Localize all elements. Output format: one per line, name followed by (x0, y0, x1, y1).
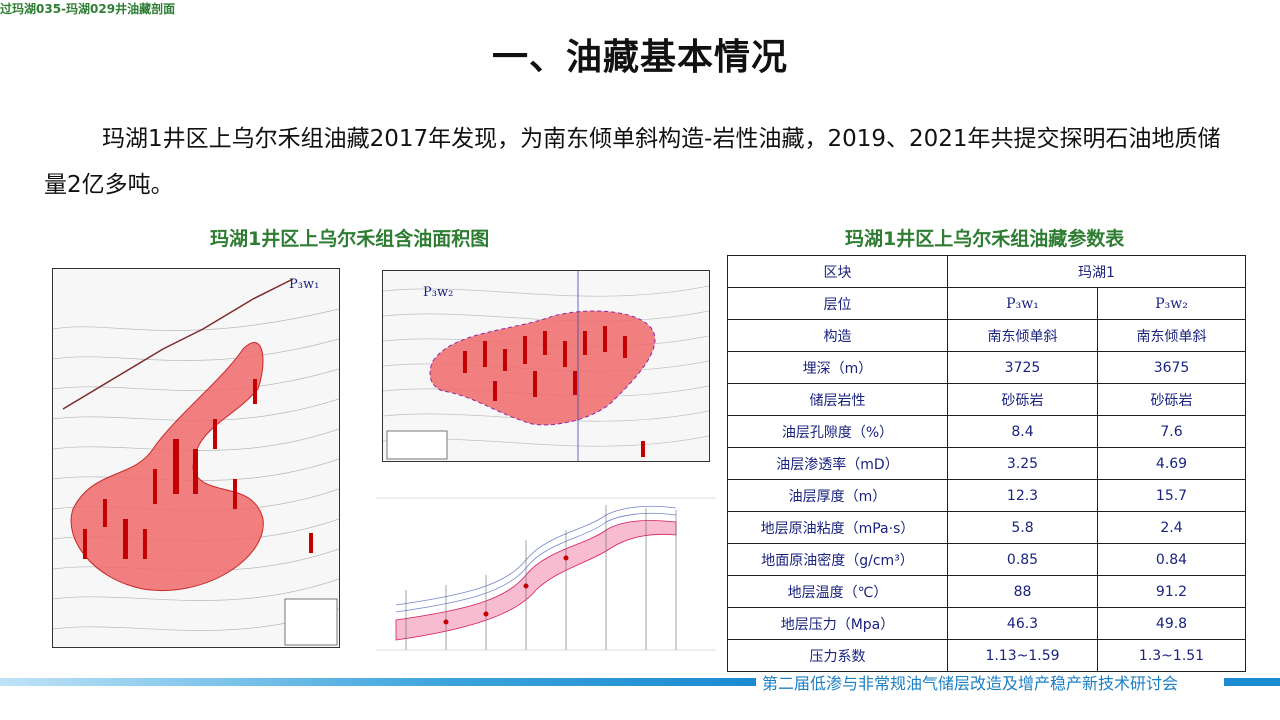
param-label: 储层岩性 (727, 383, 948, 416)
table-row: 埋深（m） 3725 3675 (727, 351, 1247, 384)
param-value-p3w2: 4.69 (1096, 447, 1247, 480)
table-row: 油层孔隙度（%） 8.4 7.6 (727, 415, 1247, 448)
param-value: 玛湖1 (946, 255, 1247, 288)
param-value-p3w1: 5.8 (947, 511, 1098, 544)
param-value-p3w1: 砂砾岩 (947, 383, 1098, 416)
param-value-p3w1: 46.3 (947, 607, 1098, 640)
footer-bar-right (1224, 678, 1280, 686)
table-row: 储层岩性 砂砾岩 砂砾岩 (727, 383, 1247, 416)
footer-bar-left (0, 678, 756, 686)
page-title: 一、油藏基本情况 (491, 37, 788, 78)
table-row: 区块 玛湖1 (727, 255, 1247, 288)
param-value-p3w1: 南东倾单斜 (947, 319, 1098, 352)
param-value-p3w2: 7.6 (1096, 415, 1247, 448)
param-label: 油层厚度（m） (727, 479, 948, 512)
param-label: 地层原油粘度（mPa·s） (727, 511, 948, 544)
table-row: 地层原油粘度（mPa·s） 5.8 2.4 (727, 511, 1247, 544)
intro-text: 玛湖1井区上乌尔禾组油藏2017年发现，为南东倾单斜构造-岩性油藏，2019、2… (44, 126, 1221, 198)
param-value-p3w2: P₃w₂ (1096, 287, 1247, 320)
param-label: 油层孔隙度（%） (727, 415, 948, 448)
param-label: 地面原油密度（g/cm³） (727, 543, 948, 576)
param-value-p3w2: 南东倾单斜 (1096, 319, 1247, 352)
oil-area-map-p3w1: P₃w₁ (52, 268, 340, 648)
param-value-p3w1: 12.3 (947, 479, 1098, 512)
param-value-p3w2: 0.84 (1096, 543, 1247, 576)
table-row: 油层厚度（m） 12.3 15.7 (727, 479, 1247, 512)
param-value-p3w1: 3.25 (947, 447, 1098, 480)
param-value-p3w1: 0.85 (947, 543, 1098, 576)
param-value-p3w1: 1.13~1.59 (947, 639, 1098, 672)
intro-paragraph: 玛湖1井区上乌尔禾组油藏2017年发现，为南东倾单斜构造-岩性油藏，2019、2… (44, 116, 1240, 208)
param-value-p3w2: 91.2 (1096, 575, 1247, 608)
table-row: 地层温度（℃） 88 91.2 (727, 575, 1247, 608)
map1-label: P₃w₁ (289, 277, 320, 292)
param-value-p3w2: 49.8 (1096, 607, 1247, 640)
oil-area-map-p3w2: P₃w₂ (382, 270, 710, 462)
param-label: 构造 (727, 319, 948, 352)
footer-conference-name: 第二届低渗与非常规油气储层改造及增产稳产新技术研讨会 (762, 674, 1179, 693)
table-row: 构造 南东倾单斜 南东倾单斜 (727, 319, 1247, 352)
table-row: 地面原油密度（g/cm³） 0.85 0.84 (727, 543, 1247, 576)
param-value-p3w2: 2.4 (1096, 511, 1247, 544)
param-value-p3w1: P₃w₁ (947, 287, 1098, 320)
table-row: 地层压力（Mpa） 46.3 49.8 (727, 607, 1247, 640)
table-row: 油层渗透率（mD） 3.25 4.69 (727, 447, 1247, 480)
oil-area-map-p3w2-graphic (383, 271, 709, 461)
param-label: 地层温度（℃） (727, 575, 948, 608)
param-value-p3w2: 3675 (1096, 351, 1247, 384)
param-label: 地层压力（Mpa） (727, 607, 948, 640)
param-value-p3w2: 1.3~1.51 (1096, 639, 1247, 672)
oil-area-map-p3w1-graphic (53, 269, 339, 647)
param-value-p3w2: 15.7 (1096, 479, 1247, 512)
oil-reservoir-cross-section (376, 490, 716, 656)
param-label: 区块 (727, 255, 948, 288)
param-label: 压力系数 (727, 639, 948, 672)
map-caption: 玛湖1井区上乌尔禾组含油面积图 (210, 228, 490, 250)
cross-section-graphic (376, 490, 716, 656)
table-caption: 玛湖1井区上乌尔禾组油藏参数表 (845, 228, 1125, 250)
reservoir-parameter-table: 区块 玛湖1 层位 P₃w₁ P₃w₂ 构造 南东倾单斜 南东倾单斜 埋深（m）… (727, 255, 1247, 672)
param-label: 层位 (727, 287, 948, 320)
param-label: 埋深（m） (727, 351, 948, 384)
param-value-p3w1: 3725 (947, 351, 1098, 384)
param-value-p3w1: 8.4 (947, 415, 1098, 448)
param-label: 油层渗透率（mD） (727, 447, 948, 480)
table-row: 层位 P₃w₁ P₃w₂ (727, 287, 1247, 320)
section-caption: 过玛湖035-玛湖029井油藏剖面 (0, 2, 176, 16)
param-value-p3w2: 砂砾岩 (1096, 383, 1247, 416)
param-value-p3w1: 88 (947, 575, 1098, 608)
table-row: 压力系数 1.13~1.59 1.3~1.51 (727, 639, 1247, 672)
map2-label: P₃w₂ (423, 285, 454, 300)
